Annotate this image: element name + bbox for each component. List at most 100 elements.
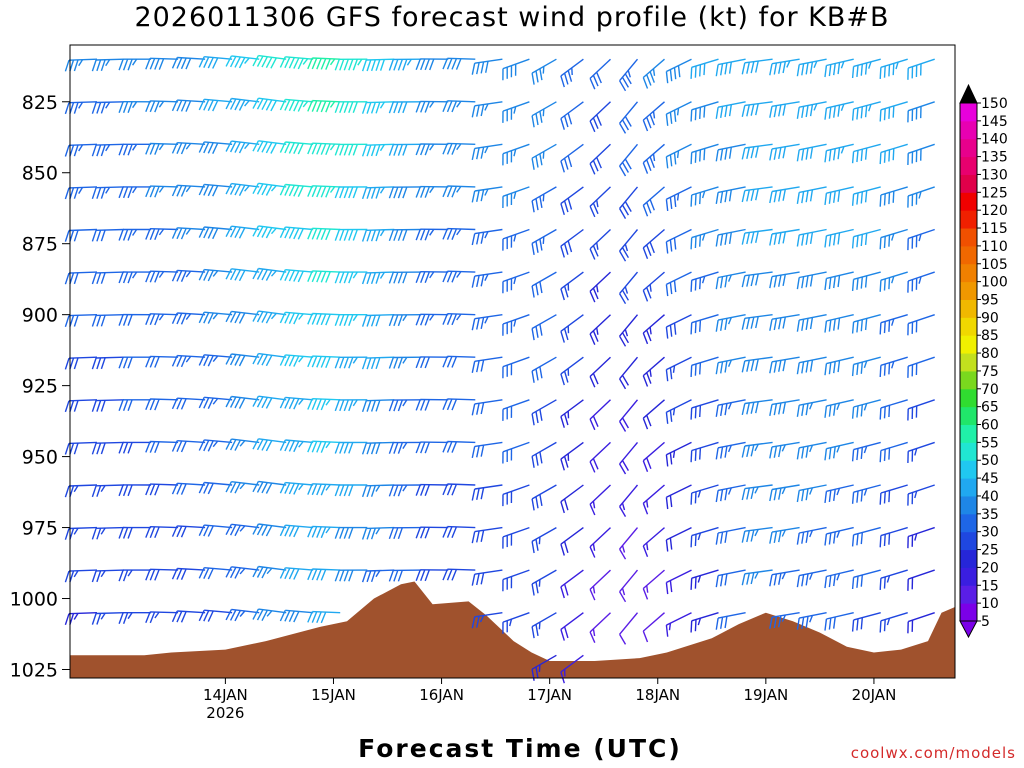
wind-barb-feather	[750, 61, 755, 74]
x-tick-label: 18JAN	[635, 686, 680, 704]
wind-barb-feather	[158, 100, 165, 108]
wind-barb-feather	[856, 490, 859, 503]
wind-barb-feather	[73, 187, 79, 199]
wind-barb-feather	[265, 482, 273, 494]
wind-barb	[471, 484, 503, 501]
wind-barb-feather	[234, 226, 241, 239]
wind-barb-staff	[177, 312, 206, 316]
wind-barb	[769, 314, 800, 331]
wind-barb-feather	[279, 524, 286, 537]
wind-barb	[851, 58, 881, 79]
colorbar-tick-label: 140	[981, 132, 1008, 148]
wind-barb-feather	[621, 247, 630, 259]
wind-barb-feather	[669, 324, 673, 337]
wind-barb-feather	[316, 526, 322, 538]
wind-barb-feather	[393, 484, 399, 497]
wind-barb-feather	[592, 500, 596, 509]
wind-barb	[741, 484, 773, 501]
wind-barb-feather	[388, 570, 394, 582]
wind-barb-feather	[669, 282, 673, 295]
wind-barb-feather	[158, 143, 165, 151]
wind-barb-feather	[676, 193, 680, 201]
wind-barb-feather	[207, 270, 214, 282]
wind-barb-feather	[122, 527, 129, 539]
wind-barb	[589, 186, 611, 218]
wind-barb-feather	[415, 228, 421, 241]
wind-barb-feather	[145, 398, 151, 411]
wind-barb-feather	[293, 100, 300, 112]
wind-barb	[361, 58, 395, 72]
wind-barb-staff	[691, 441, 719, 452]
wind-barb-staff	[717, 441, 746, 449]
wind-barb-staff	[96, 526, 125, 529]
wind-barb-feather	[446, 313, 453, 325]
wind-barb-staff	[285, 481, 314, 486]
wind-barb-staff	[312, 142, 341, 145]
wind-barb-feather	[334, 101, 340, 114]
wind-barb-feather	[669, 495, 673, 508]
wind-barb-feather	[624, 329, 629, 337]
wind-barb	[824, 612, 854, 631]
wind-barb	[171, 567, 206, 580]
wind-barb-feather	[118, 58, 124, 71]
wind-barb	[118, 101, 152, 113]
wind-barb-feather	[699, 107, 702, 119]
wind-barb-feather	[229, 567, 237, 579]
wind-barb-feather	[646, 202, 652, 214]
wind-barb-feather	[665, 454, 669, 467]
wind-barb	[665, 58, 692, 84]
wind-barb-staff	[560, 612, 584, 630]
wind-barb-staff	[177, 99, 206, 103]
wind-barb	[665, 356, 692, 382]
wind-barb-staff	[880, 186, 908, 196]
wind-barb-feather	[145, 100, 151, 113]
wind-barb-feather	[851, 151, 855, 164]
wind-barb-feather	[446, 58, 453, 70]
wind-barb-feather	[864, 62, 868, 75]
wind-barb-feather	[592, 160, 599, 172]
wind-barb-feather	[856, 107, 859, 120]
wind-barb-feather	[293, 270, 300, 282]
wind-barb-staff	[258, 267, 287, 273]
colorbar-frame	[959, 102, 978, 622]
wind-barb	[715, 356, 746, 375]
wind-barb-feather	[665, 199, 669, 211]
wind-barb-feather	[720, 574, 724, 587]
wind-barb-feather	[375, 485, 381, 492]
wind-barb-feather	[127, 356, 133, 369]
wind-barb-feather	[690, 280, 693, 292]
wind-barb-feather	[252, 97, 260, 109]
wind-barb-feather	[266, 610, 273, 617]
wind-barb-staff	[666, 101, 692, 115]
wind-barb-feather	[73, 102, 79, 114]
x-axis-title: Forecast Time (UTC)	[358, 734, 682, 763]
wind-barb-staff	[312, 610, 341, 614]
wind-barb-feather	[91, 357, 97, 370]
wind-barb-feather	[229, 141, 237, 153]
wind-barb	[589, 58, 611, 90]
wind-barb-staff	[258, 608, 287, 614]
wind-barb-feather	[265, 525, 273, 537]
wind-barb-feather	[122, 442, 129, 454]
wind-barb-staff	[502, 186, 530, 197]
colorbar-tick-label: 65	[981, 400, 999, 416]
wind-barb-feather	[225, 396, 233, 408]
wind-barb-feather	[339, 101, 345, 114]
wind-barb-feather	[809, 572, 814, 580]
wind-barb-feather	[724, 233, 728, 245]
wind-barb-feather	[560, 629, 565, 641]
wind-barb-feather	[420, 58, 426, 71]
wind-barb	[824, 271, 854, 291]
wind-barb-feather	[288, 397, 295, 410]
wind-barb-staff	[204, 268, 233, 273]
wind-barb-feather	[618, 378, 627, 390]
wind-barb-staff	[502, 441, 530, 453]
x-tick-label: 19JAN	[743, 686, 788, 704]
wind-barb-staff	[560, 58, 584, 77]
wind-barb	[361, 569, 395, 583]
wind-barb-feather	[127, 399, 133, 412]
wind-barb-feather	[665, 241, 669, 254]
wind-barb-feather	[375, 357, 381, 370]
wind-barb-feather	[860, 617, 863, 630]
